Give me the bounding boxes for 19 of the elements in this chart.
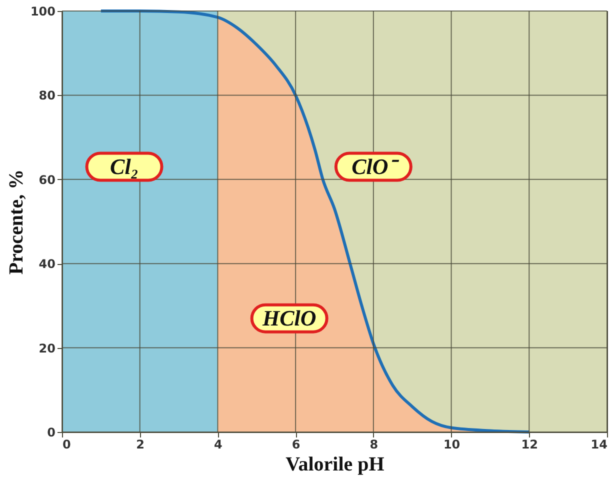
band-label: Cl₂ — [110, 154, 139, 179]
y-tick-label: 0 — [47, 426, 56, 440]
x-tick-label: 2 — [136, 438, 145, 452]
x-tick-label: 14 — [590, 438, 608, 452]
y-tick-label: 40 — [38, 257, 56, 272]
y-axis-title: Procente, % — [5, 169, 28, 275]
y-tick-label: 100 — [30, 4, 56, 18]
y-tick-label: 80 — [38, 88, 56, 103]
x-tick-label: 12 — [521, 438, 538, 452]
y-tick-label: 60 — [38, 172, 56, 187]
x-tick-label: 10 — [443, 438, 460, 452]
x-tick-label: 6 — [292, 438, 300, 452]
band-label: ClO⁻ — [352, 154, 400, 179]
y-tick-label: 20 — [38, 341, 56, 356]
x-tick-label: 4 — [214, 438, 222, 452]
series-label: HClO — [261, 305, 316, 330]
x-tick-label: 8 — [370, 438, 378, 452]
x-axis-title: Valorile pH — [286, 454, 385, 476]
x-tick-label: 0 — [62, 438, 71, 452]
